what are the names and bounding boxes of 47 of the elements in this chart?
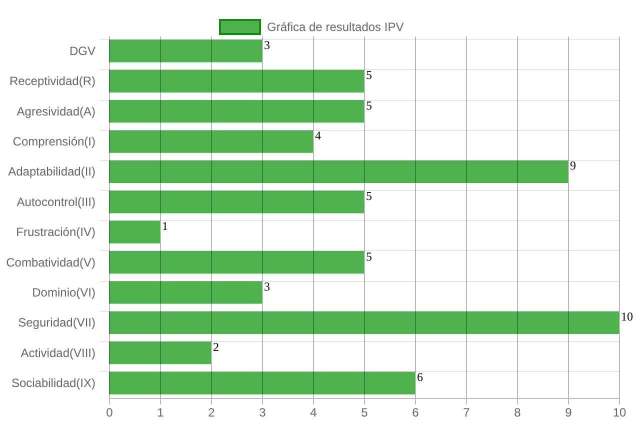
data-label: 10 <box>621 310 633 324</box>
bar <box>109 190 364 214</box>
data-label: 1 <box>162 219 168 234</box>
bar <box>109 281 262 304</box>
y-tick-label: Comprensión(I) <box>12 134 96 149</box>
data-label: 5 <box>366 68 372 82</box>
data-label: 4 <box>315 128 321 143</box>
x-tick-label: 0 <box>106 406 114 420</box>
x-tick-label: 9 <box>565 406 572 420</box>
y-tick-label: Actividad(VIII) <box>20 346 96 360</box>
y-tick-label: Seguridad(VII) <box>18 316 96 330</box>
legend-label: Gráfica de resultados IPV <box>267 20 404 34</box>
y-tick-label: Adaptabilidad(II) <box>8 164 96 179</box>
bar <box>109 250 364 274</box>
x-tick-label: 6 <box>412 406 420 420</box>
bar <box>109 40 262 62</box>
bar <box>109 372 415 394</box>
x-tick-label: 4 <box>310 406 318 420</box>
y-tick-label: Combatividad(V) <box>6 255 96 270</box>
data-label: 9 <box>570 158 576 173</box>
x-tick-label: 10 <box>612 406 626 420</box>
y-tick-label: Agresividad(A) <box>16 104 96 118</box>
data-label: 5 <box>366 188 372 203</box>
y-tick-label: Sociabilidad(IX) <box>11 376 96 390</box>
x-tick-label: 8 <box>514 406 522 420</box>
bar <box>109 100 364 123</box>
y-tick-label: Receptividad(R) <box>9 74 96 88</box>
y-tick-label: Autocontrol(III) <box>16 194 96 209</box>
bar <box>109 220 160 244</box>
bar <box>109 130 313 153</box>
data-label: 6 <box>417 370 423 384</box>
x-tick-label: 5 <box>361 406 368 420</box>
data-label: 5 <box>366 98 372 112</box>
bar <box>109 342 211 364</box>
data-label: 5 <box>366 249 372 264</box>
x-tick-label: 7 <box>463 406 470 420</box>
x-tick-label: 1 <box>157 406 164 420</box>
x-tick-label: 2 <box>208 406 216 420</box>
data-label: 3 <box>264 279 270 294</box>
x-tick-label: 3 <box>259 406 266 420</box>
y-tick-label: Dominio(VI) <box>32 285 96 300</box>
bar <box>109 70 364 92</box>
data-label: 2 <box>213 340 219 354</box>
bar <box>109 160 568 184</box>
data-label: 3 <box>264 38 270 52</box>
y-tick-label: Frustración(IV) <box>16 225 96 240</box>
y-tick-label: DGV <box>69 44 96 58</box>
